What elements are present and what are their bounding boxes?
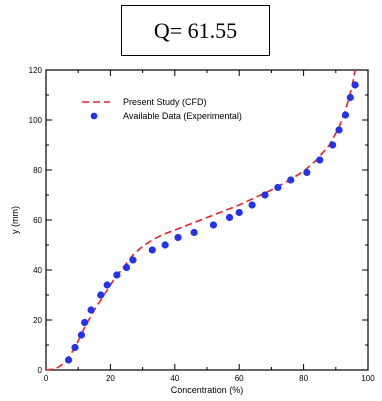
y-tick-label: 40 (33, 266, 42, 275)
y-tick-label: 120 (29, 66, 43, 75)
data-point-experimental (225, 213, 234, 222)
data-point-experimental (274, 183, 282, 192)
y-tick-label: 100 (29, 116, 43, 125)
legend: Present Study (CFD) Available Data (Expe… (82, 97, 242, 121)
y-axis-title: y (mm) (10, 206, 20, 234)
data-point-experimental (77, 331, 86, 339)
x-tick-label: 0 (44, 374, 49, 383)
data-point-experimental (190, 228, 198, 237)
data-point-experimental (235, 208, 243, 217)
data-point-experimental (129, 256, 137, 264)
data-point-experimental (122, 263, 131, 272)
x-tick-labels: 0 20 40 60 80 100 (44, 374, 375, 383)
x-tick-label: 100 (361, 374, 375, 383)
data-point-experimental (328, 141, 337, 149)
q-value-text: Q= 61.55 (153, 17, 238, 43)
data-point-experimental (97, 291, 105, 299)
q-value-box: Q= 61.55 (121, 5, 270, 56)
data-point-experimental (341, 111, 350, 119)
data-point-experimental (261, 191, 269, 199)
data-point-experimental (335, 126, 343, 134)
data-point-experimental (316, 156, 324, 164)
axis-ticks (45, 69, 369, 371)
data-point-experimental (148, 246, 156, 254)
legend-label-experimental: Available Data (Experimental) (123, 111, 242, 121)
data-point-experimental (103, 281, 111, 289)
data-point-experimental (87, 306, 95, 314)
data-point-experimental (287, 176, 295, 184)
data-point-experimental (81, 318, 89, 327)
data-point-experimental (64, 356, 73, 364)
x-tick-label: 60 (235, 374, 244, 383)
data-point-experimental (71, 343, 79, 352)
y-tick-labels: 0 20 40 60 80 100 120 (29, 66, 43, 375)
x-tick-label: 20 (106, 374, 115, 383)
y-tick-label: 0 (38, 366, 43, 375)
series-line-cfd (45, 69, 356, 371)
series-layer (45, 69, 359, 371)
data-point-experimental (346, 93, 354, 102)
data-point-experimental (303, 168, 311, 177)
legend-marker-experimental (90, 112, 98, 120)
x-axis-title: Concentration (%) (171, 385, 244, 395)
x-tick-label: 40 (170, 374, 179, 383)
y-tick-label: 20 (33, 316, 42, 325)
y-tick-label: 60 (33, 216, 42, 225)
data-point-experimental (113, 271, 121, 279)
data-point-experimental (351, 81, 359, 89)
legend-label-cfd: Present Study (CFD) (123, 97, 207, 107)
x-tick-label: 80 (299, 374, 308, 383)
data-point-experimental (248, 201, 256, 209)
data-point-experimental (209, 221, 218, 229)
data-point-experimental (174, 233, 182, 242)
data-point-experimental (161, 241, 169, 249)
y-tick-label: 80 (33, 166, 42, 175)
